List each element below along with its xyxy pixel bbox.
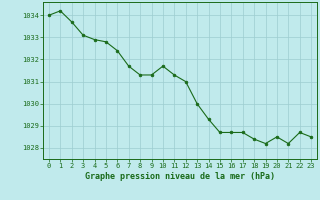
X-axis label: Graphe pression niveau de la mer (hPa): Graphe pression niveau de la mer (hPa) — [85, 172, 275, 181]
